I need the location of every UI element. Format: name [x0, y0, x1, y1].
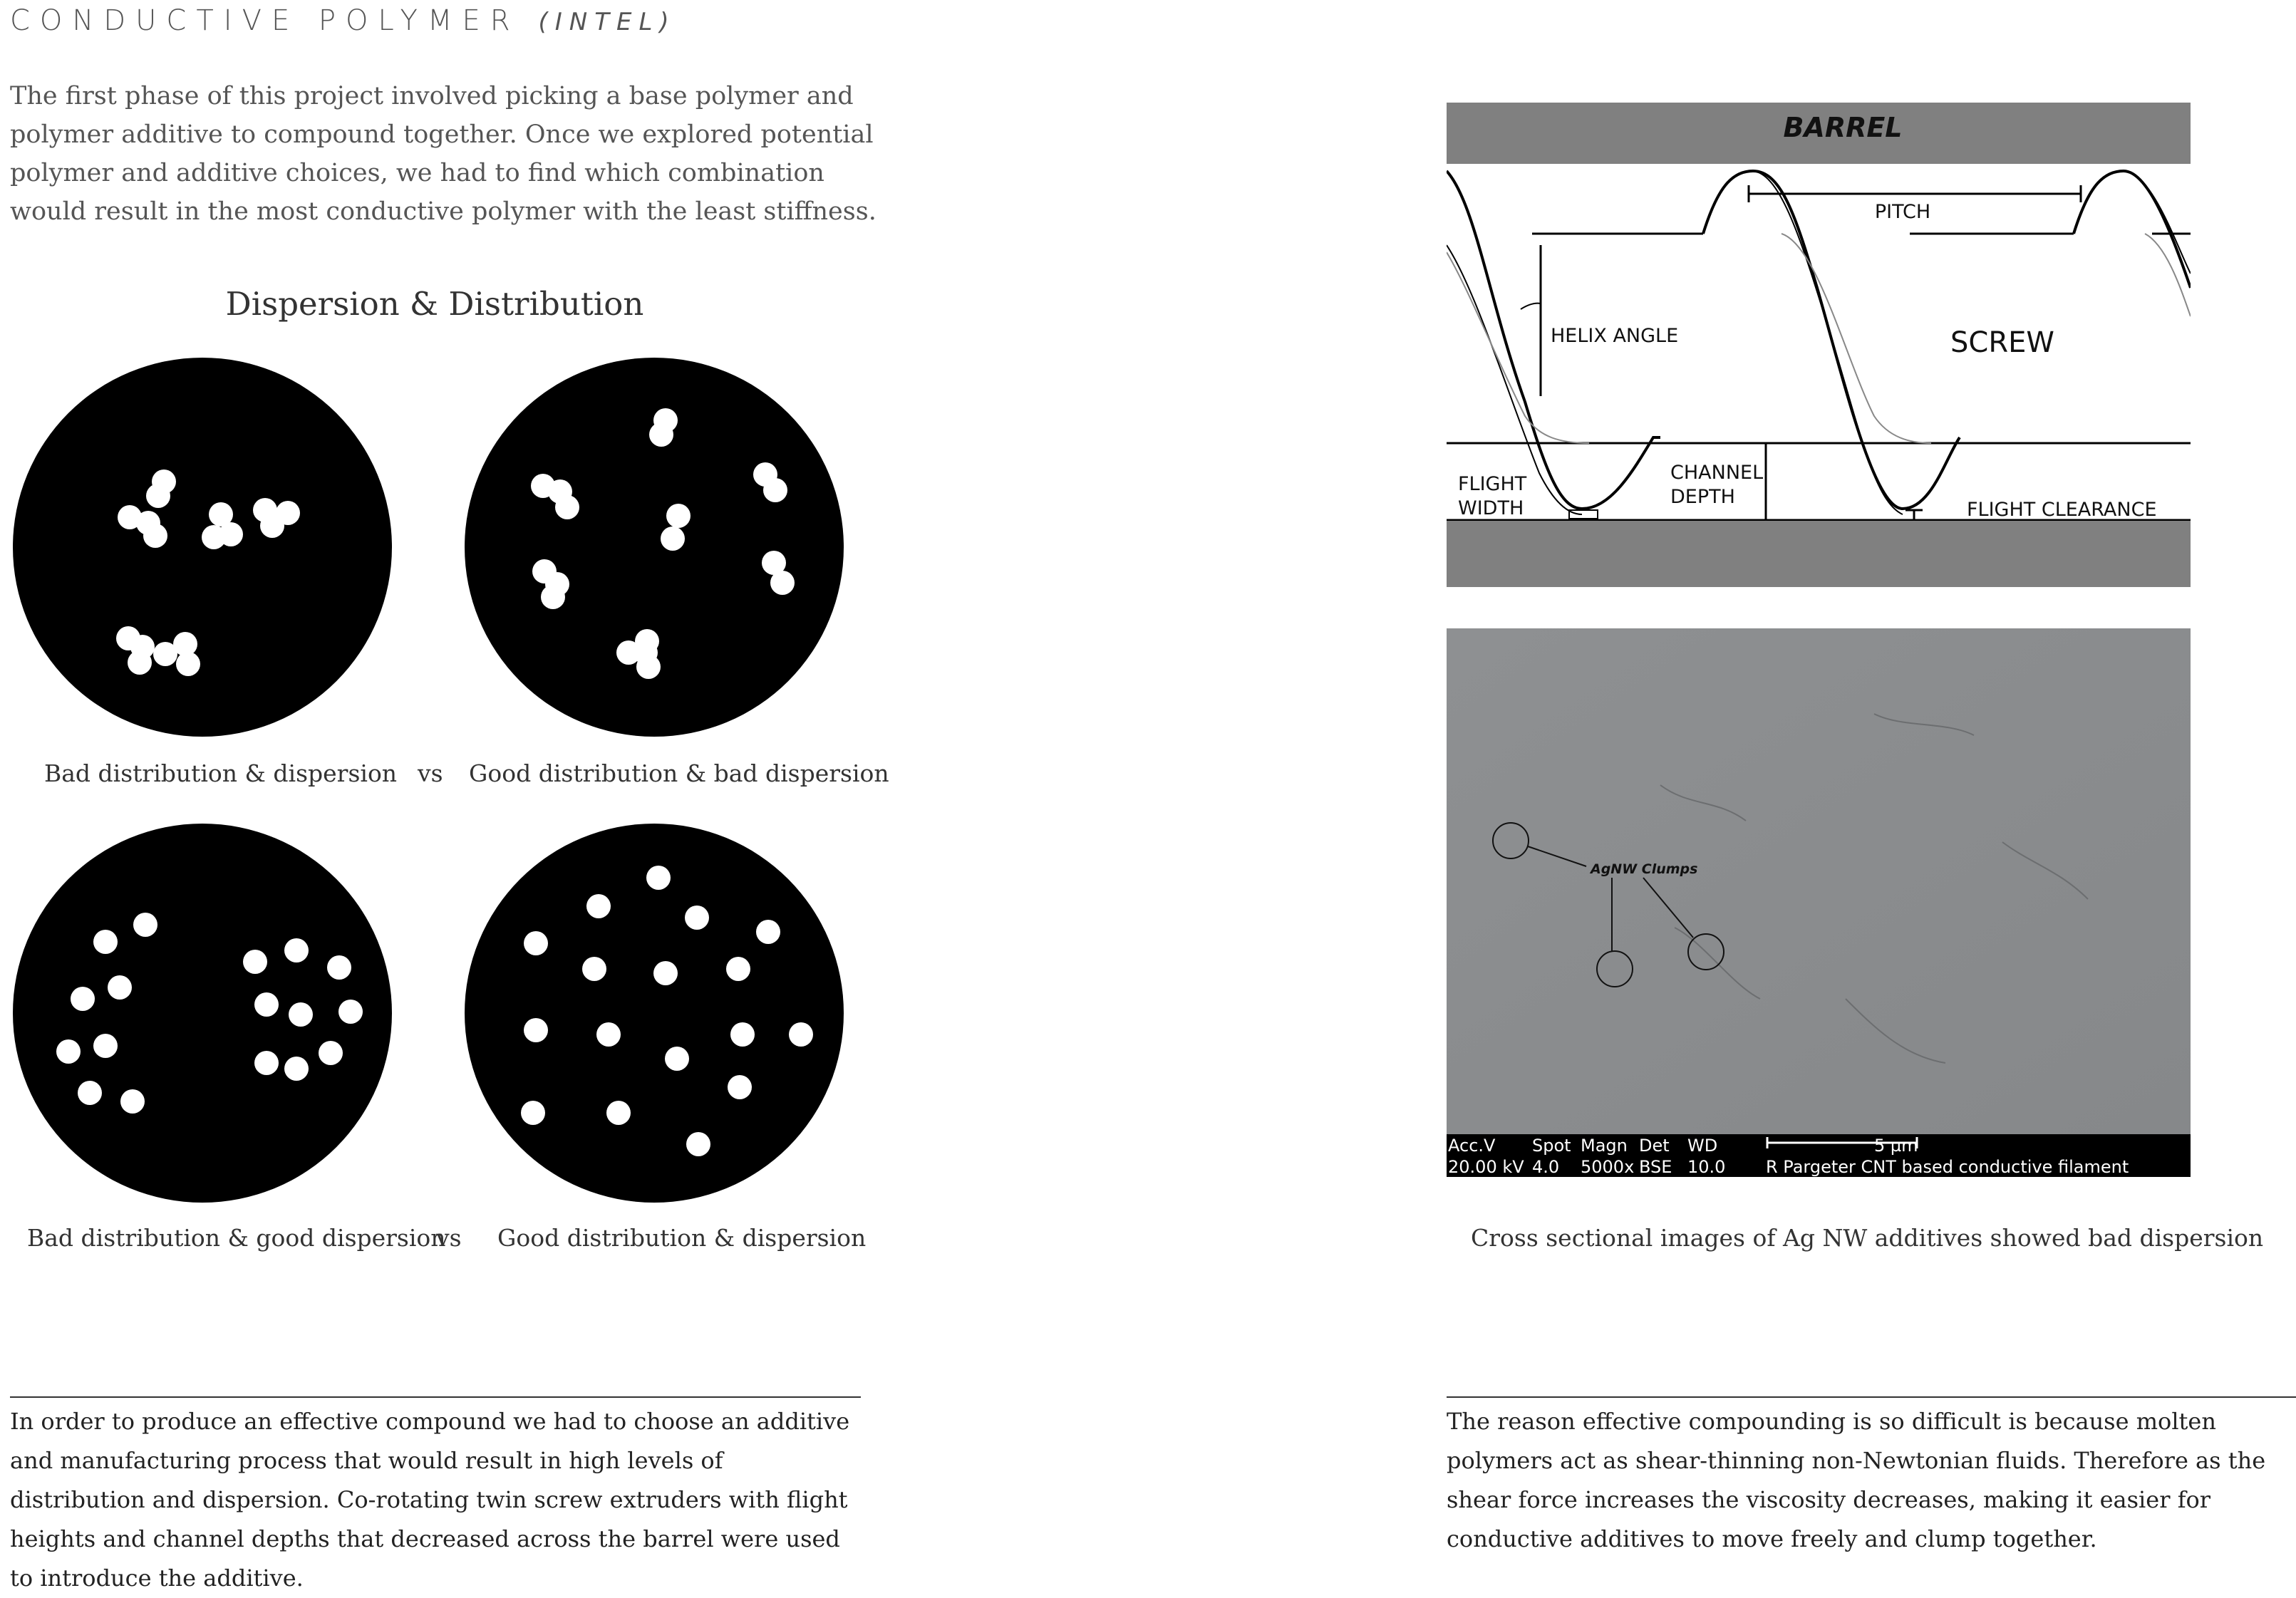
dispersion-diagrams — [13, 358, 844, 1203]
circle-bad-distribution-bad-dispersion — [13, 358, 392, 737]
flight-width-label-2: WIDTH — [1458, 497, 1524, 519]
bottom-left-paragraph: In order to produce an effective compoun… — [10, 1408, 850, 1592]
info-magn-label: Magn — [1581, 1136, 1628, 1156]
flight-width-label-1: FLIGHT — [1458, 473, 1527, 495]
page-subtitle: (INTEL) — [538, 8, 676, 36]
caption-top-vs: vs — [418, 759, 443, 787]
bottom-right-paragraph: The reason effective compounding is so d… — [1447, 1408, 2266, 1552]
info-wd-value: 10.0 — [1687, 1157, 1725, 1177]
pitch-label: PITCH — [1875, 201, 1930, 223]
page-header: CONDUCTIVE POLYMER (INTEL) — [10, 4, 676, 37]
screw-label: SCREW — [1950, 326, 2054, 359]
circle-good-distribution-bad-dispersion — [465, 358, 844, 737]
barrel-bar — [1447, 103, 2191, 164]
info-acc-v-value: 20.00 kV — [1448, 1157, 1524, 1177]
info-acc-v-label: Acc.V — [1448, 1136, 1496, 1156]
caption-bottom-vs: vs — [436, 1224, 462, 1252]
circle-good-distribution-good-dispersion — [465, 824, 844, 1203]
info-det-value: BSE — [1639, 1157, 1672, 1177]
divider-right — [1447, 1396, 2296, 1398]
sample-label: R Pargeter CNT based conductive filament — [1766, 1157, 2129, 1177]
info-det-label: Det — [1639, 1136, 1670, 1156]
sem-info-bar — [1447, 1134, 2191, 1177]
caption-micrograph: Cross sectional images of Ag NW additive… — [1471, 1224, 2264, 1252]
info-magn-value: 5000x — [1581, 1157, 1634, 1177]
agnw-clumps-label: AgNW Clumps — [1589, 861, 1697, 877]
caption-top-right: Good distribution & bad dispersion — [469, 759, 889, 787]
info-spot-value: 4.0 — [1532, 1157, 1559, 1177]
circle-bad-distribution-good-dispersion — [13, 824, 392, 1203]
caption-top-left: Bad distribution & dispersion — [44, 759, 398, 787]
dispersion-title: Dispersion & Distribution — [225, 285, 644, 323]
info-spot-label: Spot — [1532, 1136, 1571, 1156]
channel-depth-label-2: DEPTH — [1670, 486, 1735, 508]
scale-label: 5 µm — [1874, 1136, 1918, 1156]
barrel-label: BARREL — [1783, 112, 1902, 143]
divider-left — [10, 1396, 861, 1398]
caption-bottom-right: Good distribution & dispersion — [497, 1224, 867, 1252]
channel-depth-label-1: CHANNEL — [1670, 462, 1763, 484]
flight-clearance-label: FLIGHT CLEARANCE — [1967, 499, 2157, 521]
info-wd-label: WD — [1687, 1136, 1717, 1156]
helix-angle-label: HELIX ANGLE — [1551, 325, 1678, 347]
sem-micrograph: AgNW Clumps Acc.V Spot Magn Det WD 20.00… — [1447, 628, 2191, 1177]
page-title: CONDUCTIVE POLYMER — [10, 4, 520, 37]
screw-base-bar — [1447, 522, 2191, 587]
extruder-screw-diagram: BARREL HELIX ANGLE PITCH SCREW FLIGHT WI… — [1447, 103, 2191, 587]
caption-bottom-left: Bad distribution & good dispersion — [27, 1224, 446, 1252]
intro-paragraph: The first phase of this project involved… — [10, 82, 876, 226]
